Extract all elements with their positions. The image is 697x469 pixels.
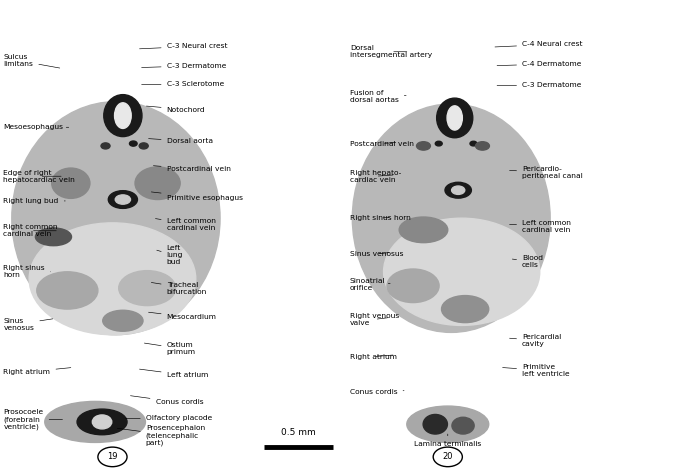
Ellipse shape (92, 415, 112, 429)
Text: Fusion of
dorsal aortas: Fusion of dorsal aortas (350, 91, 406, 104)
Text: Right common
cardinal vein: Right common cardinal vein (3, 224, 58, 237)
Ellipse shape (135, 167, 180, 199)
Text: Blood
cells: Blood cells (512, 255, 543, 268)
Ellipse shape (45, 401, 146, 442)
Ellipse shape (77, 409, 127, 435)
Text: Left
lung
bud: Left lung bud (157, 245, 183, 265)
Ellipse shape (445, 182, 471, 198)
Text: Right lung bud: Right lung bud (3, 198, 66, 204)
Text: Sinus
venosus: Sinus venosus (3, 318, 53, 331)
Text: Right atrium: Right atrium (3, 368, 71, 375)
Text: Tracheal
bifurcation: Tracheal bifurcation (151, 281, 207, 295)
Text: C-3 Dermatome: C-3 Dermatome (141, 63, 226, 69)
Text: Olfactory placode: Olfactory placode (125, 415, 212, 421)
Text: Mesocardium: Mesocardium (148, 312, 217, 320)
Ellipse shape (37, 272, 98, 309)
Ellipse shape (114, 103, 131, 129)
Text: Sinus venosus: Sinus venosus (350, 251, 404, 257)
Text: C-3 Neural crest: C-3 Neural crest (139, 43, 227, 49)
Text: Postcardinal vein: Postcardinal vein (153, 166, 231, 172)
Ellipse shape (423, 415, 447, 434)
Ellipse shape (387, 269, 439, 303)
Ellipse shape (407, 406, 489, 442)
Text: Left common
cardinal vein: Left common cardinal vein (155, 218, 215, 231)
Text: Dorsal aorta: Dorsal aorta (148, 138, 213, 144)
Ellipse shape (352, 104, 550, 333)
Text: 19: 19 (107, 453, 118, 461)
Text: Edge of right
hepatocardiac vein: Edge of right hepatocardiac vein (3, 170, 75, 183)
Text: Left common
cardinal vein: Left common cardinal vein (510, 219, 571, 233)
Ellipse shape (108, 191, 137, 208)
Ellipse shape (139, 143, 148, 149)
Text: Right atrium: Right atrium (350, 354, 397, 360)
Text: C-3 Dermatome: C-3 Dermatome (497, 82, 581, 88)
Text: Pericardio-
peritoneal canal: Pericardio- peritoneal canal (510, 166, 583, 180)
Text: Primitive esophagus: Primitive esophagus (151, 192, 243, 201)
Ellipse shape (115, 195, 130, 204)
Text: C-4 Dermatome: C-4 Dermatome (497, 61, 581, 67)
Text: Sulcus
limitans: Sulcus limitans (3, 54, 60, 68)
Text: Conus cordis: Conus cordis (130, 396, 203, 405)
Ellipse shape (475, 142, 489, 150)
Ellipse shape (470, 141, 477, 146)
Text: Right sinus
horn: Right sinus horn (3, 265, 51, 278)
Text: Postcardinal vein: Postcardinal vein (350, 141, 414, 147)
Ellipse shape (130, 141, 137, 146)
Text: Notochord: Notochord (146, 106, 205, 113)
Ellipse shape (383, 218, 539, 325)
Ellipse shape (447, 106, 462, 130)
Text: Right hepato-
cardiac vein: Right hepato- cardiac vein (350, 170, 401, 183)
Text: Primitive
left ventricle: Primitive left ventricle (503, 364, 569, 377)
Text: Left atrium: Left atrium (139, 369, 208, 378)
Ellipse shape (12, 102, 220, 335)
Ellipse shape (101, 143, 110, 149)
Text: Ostium
primum: Ostium primum (144, 342, 196, 355)
Ellipse shape (452, 186, 465, 195)
Ellipse shape (452, 417, 474, 434)
Text: Prosocoele
(forebrain
ventricle): Prosocoele (forebrain ventricle) (3, 409, 63, 430)
Ellipse shape (52, 168, 90, 198)
Ellipse shape (104, 95, 142, 136)
Ellipse shape (436, 141, 442, 146)
Ellipse shape (29, 223, 196, 335)
Text: 20: 20 (443, 453, 453, 461)
Text: C-4 Neural crest: C-4 Neural crest (495, 41, 583, 47)
Ellipse shape (118, 271, 176, 306)
Ellipse shape (399, 217, 447, 242)
Text: Sinoatrial
orifice: Sinoatrial orifice (350, 279, 390, 291)
Text: Dorsal
intersegmental artery: Dorsal intersegmental artery (350, 45, 432, 58)
Ellipse shape (36, 228, 72, 246)
Text: 0.5 mm: 0.5 mm (281, 428, 316, 437)
Ellipse shape (441, 295, 489, 323)
Ellipse shape (102, 310, 143, 331)
Text: Conus cordis: Conus cordis (350, 389, 404, 395)
Text: Prosencephalon
(telencephalic
part): Prosencephalon (telencephalic part) (117, 425, 205, 446)
Text: Pericardial
cavity: Pericardial cavity (510, 334, 561, 348)
Ellipse shape (417, 142, 431, 150)
Text: Lamina terminalis: Lamina terminalis (414, 434, 482, 447)
Text: C-3 Sclerotome: C-3 Sclerotome (141, 82, 224, 87)
Ellipse shape (436, 98, 473, 138)
Text: Mesoesophagus: Mesoesophagus (3, 124, 69, 130)
Text: Right sinus horn: Right sinus horn (350, 215, 411, 221)
Text: Right venous
valve: Right venous valve (350, 313, 399, 326)
